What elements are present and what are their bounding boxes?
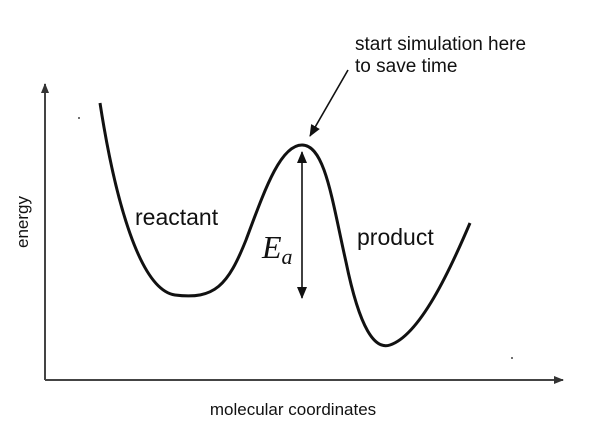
- x-axis-label: molecular coordinates: [210, 400, 376, 419]
- annotation-arrow: [309, 69, 349, 137]
- annotation-line: start simulation here: [355, 34, 526, 55]
- barrier-subscript: a: [282, 244, 293, 269]
- reactant-label: reactant: [135, 204, 219, 230]
- speck: [78, 117, 80, 119]
- energy-curve: [98, 102, 472, 348]
- speck: [511, 357, 513, 359]
- annotation-line: to save time: [355, 56, 457, 77]
- barrier-label: Ea: [261, 229, 293, 269]
- product-label: product: [357, 224, 434, 250]
- y-axis-label: energy: [13, 196, 32, 248]
- barrier-symbol: E: [261, 229, 282, 265]
